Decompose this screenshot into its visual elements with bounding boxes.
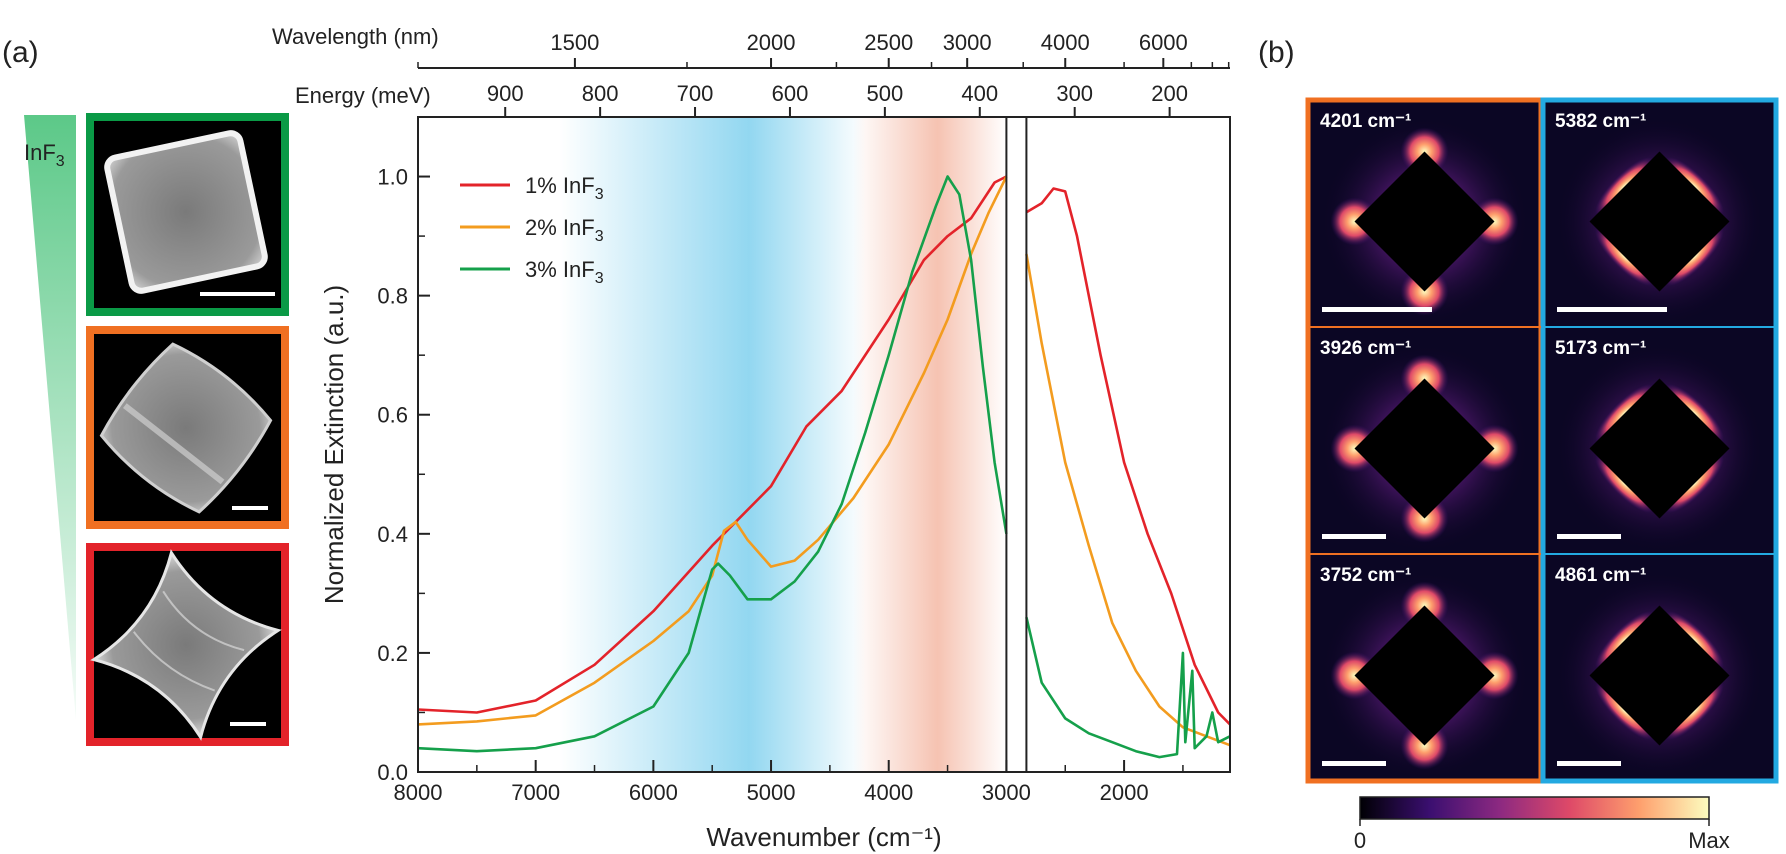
concave-particle xyxy=(90,549,282,741)
panel-label-a: (a) xyxy=(2,36,39,69)
field-map: 3926 cm⁻¹ xyxy=(1310,327,1539,554)
sem-column: InF3 xyxy=(24,113,289,746)
wavelength-tick-label: 3000 xyxy=(943,30,992,55)
colorbar-max-label: Max xyxy=(1688,828,1730,853)
energy-tick-label: 600 xyxy=(772,81,809,106)
y-tick-label: 0.8 xyxy=(377,284,408,309)
wavelength-axis-title: Wavelength (nm) xyxy=(272,24,439,49)
energy-tick-label: 800 xyxy=(582,81,619,106)
energy-tick-label: 400 xyxy=(961,81,998,106)
map-wavenumber-label: 3926 cm⁻¹ xyxy=(1320,338,1411,359)
panel-label-b: (b) xyxy=(1258,36,1295,69)
sem-image-rounded-cube xyxy=(86,326,289,529)
particle-shadow xyxy=(1354,151,1495,292)
wavelength-tick-label: 4000 xyxy=(1041,30,1090,55)
y-tick-label: 1.0 xyxy=(377,165,408,190)
x-tick-label: 3000 xyxy=(982,780,1031,805)
series-line xyxy=(417,175,1231,726)
scale-bar xyxy=(1557,534,1621,539)
x-tick-label: 6000 xyxy=(629,780,678,805)
energy-tick-label: 500 xyxy=(867,81,904,106)
series-line xyxy=(417,175,1231,759)
x-tick-label: 5000 xyxy=(747,780,796,805)
x-axis-title: Wavenumber (cm⁻¹) xyxy=(706,822,941,852)
cube-particle xyxy=(104,130,268,294)
shaded-band xyxy=(559,117,866,772)
scale-bar xyxy=(1322,761,1386,766)
map-wavenumber-label: 4201 cm⁻¹ xyxy=(1320,111,1411,132)
y-tick-label: 0.2 xyxy=(377,641,408,666)
wavelength-axis: 1500 2000 2500 3000 4000 6000 xyxy=(417,30,1230,69)
field-map: 5173 cm⁻¹ xyxy=(1545,327,1774,554)
energy-axis: 900 800 700 600 500 400 300 200 xyxy=(487,81,1188,117)
y-tick-label: 0.0 xyxy=(377,760,408,785)
x-tick-label: 8000 xyxy=(394,780,443,805)
y-axis-title: Normalized Extinction (a.u.) xyxy=(319,285,349,604)
particle-shadow xyxy=(1589,605,1730,746)
x-axis: 8000 7000 6000 5000 4000 3000 2000 xyxy=(394,760,1184,805)
particle-shadow xyxy=(1354,378,1495,519)
wavelength-tick-label: 2500 xyxy=(864,30,913,55)
field-map: 5382 cm⁻¹ xyxy=(1545,100,1774,327)
colorbar-min-label: 0 xyxy=(1354,828,1366,853)
legend-label: 1% InF3 xyxy=(525,173,604,203)
particle-shadow xyxy=(1589,378,1730,519)
particle-shadow xyxy=(1354,605,1495,746)
shaded-band xyxy=(853,117,1007,772)
scale-bar xyxy=(232,506,268,510)
x-tick-label: 7000 xyxy=(511,780,560,805)
extinction-chart: 8000 7000 6000 5000 4000 3000 2000 0.00.20.40.… xyxy=(272,24,1231,852)
shaded-bands xyxy=(559,117,1007,772)
legend-label: 3% InF3 xyxy=(525,257,604,287)
x-tick-label: 2000 xyxy=(1100,780,1149,805)
blue-map-frame xyxy=(1540,97,1779,784)
energy-tick-label: 700 xyxy=(677,81,714,106)
colorbar: 0 Max xyxy=(1354,796,1730,853)
scale-bar xyxy=(1557,761,1621,766)
field-map: 3752 cm⁻¹ xyxy=(1310,554,1539,781)
particle-shadow xyxy=(1589,151,1730,292)
energy-axis-title: Energy (meV) xyxy=(295,83,431,108)
scale-bar xyxy=(230,722,266,726)
y-axis: 0.0 0.2 0.4 0.6 0.8 1.0 xyxy=(377,116,430,785)
map-wavenumber-label: 5382 cm⁻¹ xyxy=(1555,111,1646,132)
scale-bar xyxy=(1322,307,1432,312)
plot-frame xyxy=(417,116,1231,773)
field-map: 4861 cm⁻¹ xyxy=(1545,554,1774,781)
sem-image-cube xyxy=(86,113,289,316)
y-tick-label: 0.4 xyxy=(377,522,408,547)
inf3-gradient-wedge xyxy=(24,115,76,720)
map-wavenumber-label: 5173 cm⁻¹ xyxy=(1555,338,1646,359)
x-tick-label: 4000 xyxy=(864,780,913,805)
scale-bar xyxy=(200,292,275,296)
inf3-side-label: InF3 xyxy=(24,140,65,170)
energy-tick-label: 900 xyxy=(487,81,524,106)
legend: 1% InF3 2% InF3 3% InF3 xyxy=(460,173,604,287)
field-map: 4201 cm⁻¹ xyxy=(1310,100,1539,327)
legend-label: 2% InF3 xyxy=(525,215,604,245)
map-wavenumber-label: 4861 cm⁻¹ xyxy=(1555,565,1646,586)
wavelength-tick-label: 2000 xyxy=(747,30,796,55)
y-tick-label: 0.6 xyxy=(377,403,408,428)
axis-break xyxy=(1005,117,1028,772)
field-maps: 4201 cm⁻¹ 5382 cm⁻¹ 3926 cm⁻¹ 5173 cm⁻¹ 3752… xyxy=(1305,97,1779,784)
scale-bar xyxy=(1322,534,1386,539)
colorbar-bar xyxy=(1359,796,1710,820)
rounded-particle xyxy=(99,342,273,514)
energy-tick-label: 200 xyxy=(1151,81,1188,106)
series-layer xyxy=(417,175,1231,759)
wavelength-tick-label: 6000 xyxy=(1139,30,1188,55)
energy-tick-label: 300 xyxy=(1056,81,1093,106)
map-wavenumber-label: 3752 cm⁻¹ xyxy=(1320,565,1411,586)
sem-image-concave-cube xyxy=(86,543,289,746)
scale-bar xyxy=(1557,307,1667,312)
wavelength-tick-label: 1500 xyxy=(550,30,599,55)
